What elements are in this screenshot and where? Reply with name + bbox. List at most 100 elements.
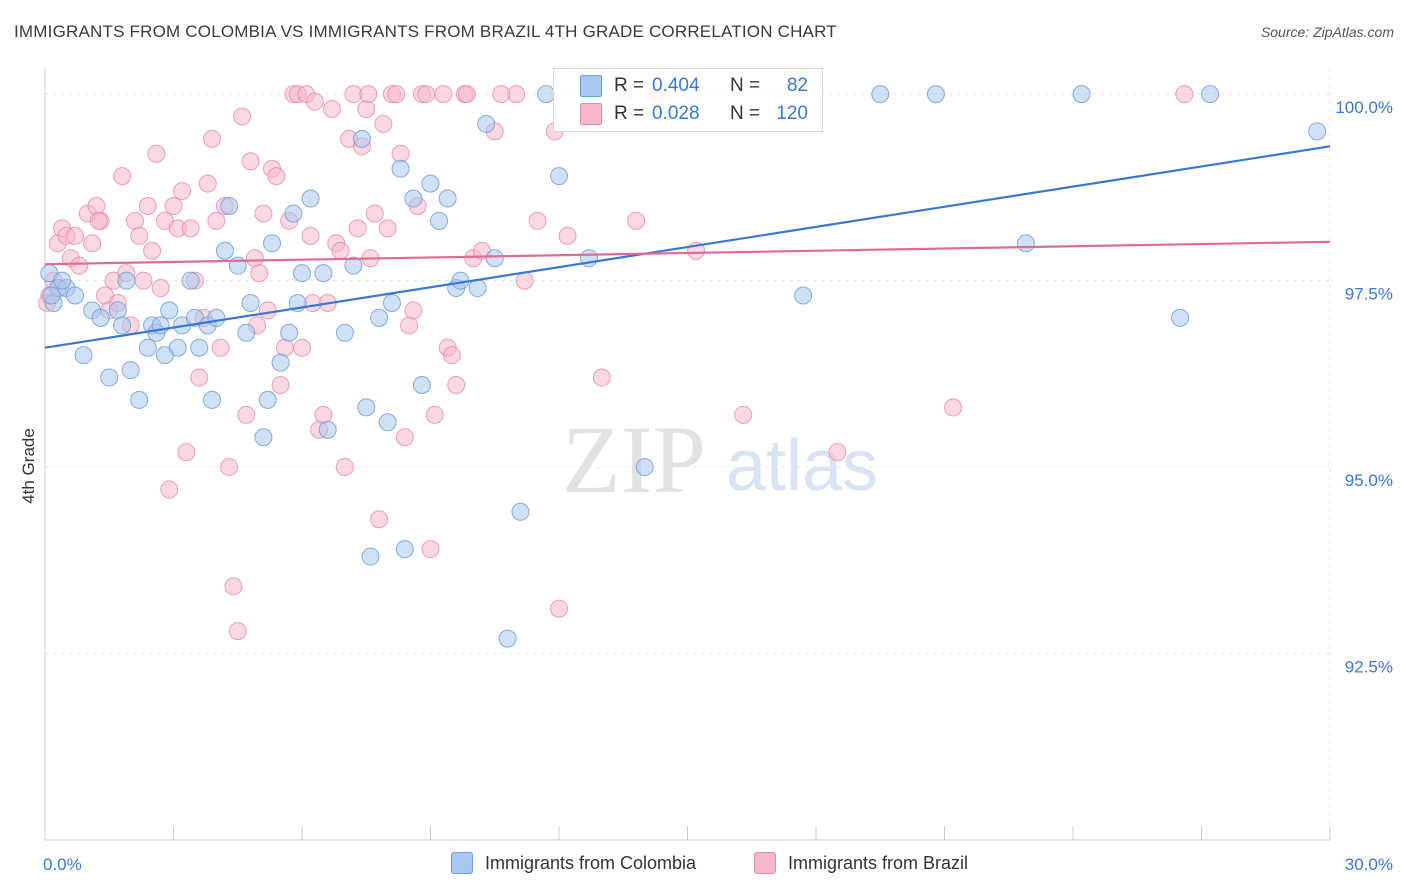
- colombia-point: [284, 204, 303, 223]
- brazil-point: [374, 114, 393, 133]
- legend-item-brazil[interactable]: Immigrants from Brazil: [754, 852, 968, 874]
- colombia-point: [138, 338, 157, 357]
- colombia-point: [91, 308, 110, 327]
- brazil-point: [211, 338, 230, 357]
- brazil-point: [160, 480, 179, 499]
- colombia-point: [293, 264, 311, 283]
- brazil-point: [301, 226, 320, 245]
- brazil-point: [515, 271, 534, 290]
- tick-labels: 92.5% 95.0% 97.5% 100.0% 0.0% 30.0%: [43, 98, 1393, 874]
- axes: [44, 68, 1331, 841]
- colombia-point: [168, 338, 187, 357]
- brazil-point: [492, 85, 511, 104]
- brazil-point: [417, 85, 436, 104]
- brazil-point: [241, 152, 260, 171]
- colombia-n-label: N =: [730, 75, 761, 96]
- brazil-point: [87, 196, 106, 215]
- colombia-point: [113, 316, 132, 335]
- brazil-point: [395, 428, 414, 447]
- colombia-r-label: R =: [614, 75, 645, 96]
- colombia-trendline: [44, 145, 1331, 349]
- brazil-n-value: 120: [776, 103, 808, 124]
- brazil-point: [70, 256, 89, 275]
- stats-legend: R = 0.404 N = 82 R = 0.028 N = 120: [553, 68, 823, 132]
- brazil-point: [250, 264, 269, 283]
- colombia-point: [241, 293, 260, 312]
- brazil-point: [164, 196, 183, 215]
- brazil-point: [558, 226, 577, 245]
- brazil-point: [370, 510, 389, 529]
- brazil-point: [457, 85, 476, 104]
- brazil-point: [233, 107, 252, 126]
- brazil-point: [944, 398, 963, 417]
- legend-row-colombia: R = 0.404 N = 82: [554, 74, 808, 98]
- colombia-point: [498, 629, 517, 648]
- colombia-point: [468, 279, 487, 298]
- colombia-point: [421, 174, 440, 193]
- brazil-point: [734, 405, 753, 424]
- brazil-point: [1175, 85, 1194, 104]
- brazil-point: [134, 271, 153, 290]
- colombia-point: [318, 420, 337, 439]
- colombia-point: [412, 376, 431, 395]
- colombia-point: [357, 398, 376, 417]
- brazil-legend-swatch: [754, 852, 776, 874]
- brazil-point: [198, 174, 217, 193]
- brazil-point: [203, 129, 222, 148]
- brazil-point: [305, 92, 324, 111]
- brazil-point: [275, 338, 294, 357]
- brazil-point: [89, 211, 108, 230]
- brazil-point: [83, 234, 102, 253]
- brazil-point: [125, 211, 144, 230]
- brazil-point: [181, 219, 200, 238]
- colombia-point: [871, 85, 890, 104]
- brazil-point: [147, 144, 166, 163]
- colombia-point: [74, 346, 93, 365]
- brazil-point: [331, 241, 350, 260]
- colombia-point: [130, 390, 149, 409]
- colombia-point: [361, 547, 380, 566]
- legend-item-colombia[interactable]: Immigrants from Colombia: [451, 852, 696, 874]
- brazil-point: [378, 219, 397, 238]
- colombia-legend-label: Immigrants from Colombia: [485, 852, 697, 873]
- brazil-point: [143, 241, 162, 260]
- brazil-point: [271, 376, 290, 395]
- brazil-n-label: N =: [730, 103, 761, 124]
- colombia-point: [263, 234, 282, 253]
- colombia-point: [117, 271, 136, 290]
- colombia-point: [1308, 122, 1327, 141]
- y-tick-label: 95.0%: [1345, 471, 1393, 490]
- brazil-point: [507, 85, 526, 104]
- brazil-point: [344, 85, 363, 104]
- brazil-point: [322, 100, 341, 119]
- brazil-point: [828, 443, 847, 462]
- brazil-point: [173, 182, 192, 201]
- brazil-point: [550, 599, 568, 618]
- colombia-point: [53, 271, 72, 290]
- colombia-point: [181, 271, 200, 290]
- brazil-point: [190, 368, 209, 387]
- brazil-point: [138, 196, 157, 215]
- brazil-point: [357, 100, 376, 119]
- colombia-point: [280, 323, 299, 342]
- colombia-point: [550, 167, 568, 186]
- brazil-r-value: 0.028: [652, 103, 700, 124]
- brazil-point: [113, 167, 132, 186]
- brazil-point: [258, 301, 277, 320]
- colombia-point: [485, 249, 504, 268]
- brazil-point: [220, 458, 239, 477]
- brazil-point: [207, 211, 226, 230]
- colombia-point: [477, 114, 496, 133]
- brazil-point: [421, 540, 440, 559]
- colombia-point: [254, 428, 273, 447]
- brazil-point: [387, 85, 406, 104]
- series-legend: Immigrants from Colombia Immigrants from…: [0, 852, 1406, 876]
- source-label: Source: ZipAtlas.com: [1260, 24, 1394, 40]
- brazil-point: [348, 219, 367, 238]
- colombia-r-value: 0.404: [652, 75, 700, 96]
- colombia-point: [100, 368, 119, 387]
- brazil-legend-label: Immigrants from Brazil: [788, 852, 969, 873]
- brazil-point: [293, 338, 311, 357]
- brazil-r-label: R =: [614, 103, 645, 124]
